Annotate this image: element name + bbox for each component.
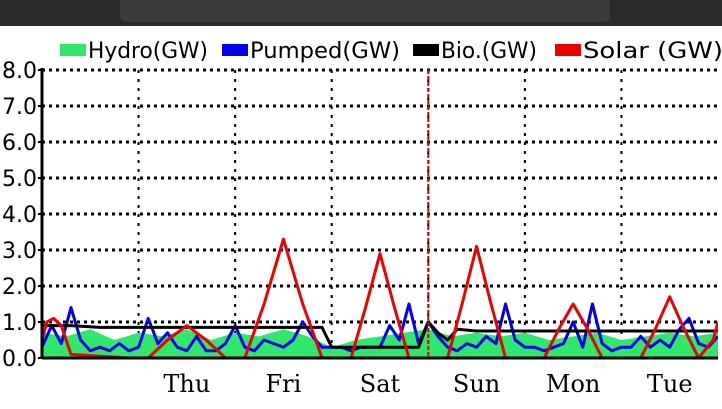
window-tab-strip (120, 0, 610, 22)
legend-label: Solar (GW) (583, 39, 722, 64)
legend-label: Bio.(GW) (441, 39, 537, 64)
grid-lines (42, 68, 718, 358)
x-day-label: Sat (360, 370, 401, 398)
legend-swatch (413, 44, 439, 56)
y-tick-label: 7.0 (2, 95, 37, 120)
y-axis-ticks: 0.0 1.0 2.0 3.0 4.0 5.0 6.0 7.0 8.0 (2, 59, 42, 372)
series-layer (42, 70, 718, 358)
legend-swatch (555, 44, 581, 56)
series-line-solar-gw (42, 237, 718, 358)
y-tick-label: 4.0 (2, 203, 37, 228)
x-day-label: Fri (266, 370, 302, 398)
y-tick-label: 6.0 (2, 131, 37, 156)
x-day-label: Mon (546, 370, 600, 398)
y-tick-label: 5.0 (2, 167, 37, 192)
x-day-label: Tue (647, 370, 693, 398)
x-axis-day-labels: Thu Fri Sat Sun Mon Tue (163, 370, 692, 398)
y-tick-label: 1.0 (2, 311, 37, 336)
legend-swatch (222, 44, 248, 56)
x-day-label: Thu (163, 370, 210, 398)
legend: Hydro(GW) Pumped(GW) Bio.(GW) Solar (GW) (60, 39, 722, 64)
y-tick-label: 8.0 (2, 59, 37, 84)
window-top-bar (0, 0, 722, 26)
legend-label: Pumped(GW) (250, 39, 400, 64)
y-tick-label: 0.0 (2, 347, 37, 372)
y-tick-label: 3.0 (2, 239, 37, 264)
y-tick-label: 2.0 (2, 275, 37, 300)
x-day-label: Sun (453, 370, 500, 398)
legend-swatch (60, 44, 86, 56)
legend-label: Hydro(GW) (88, 39, 208, 64)
